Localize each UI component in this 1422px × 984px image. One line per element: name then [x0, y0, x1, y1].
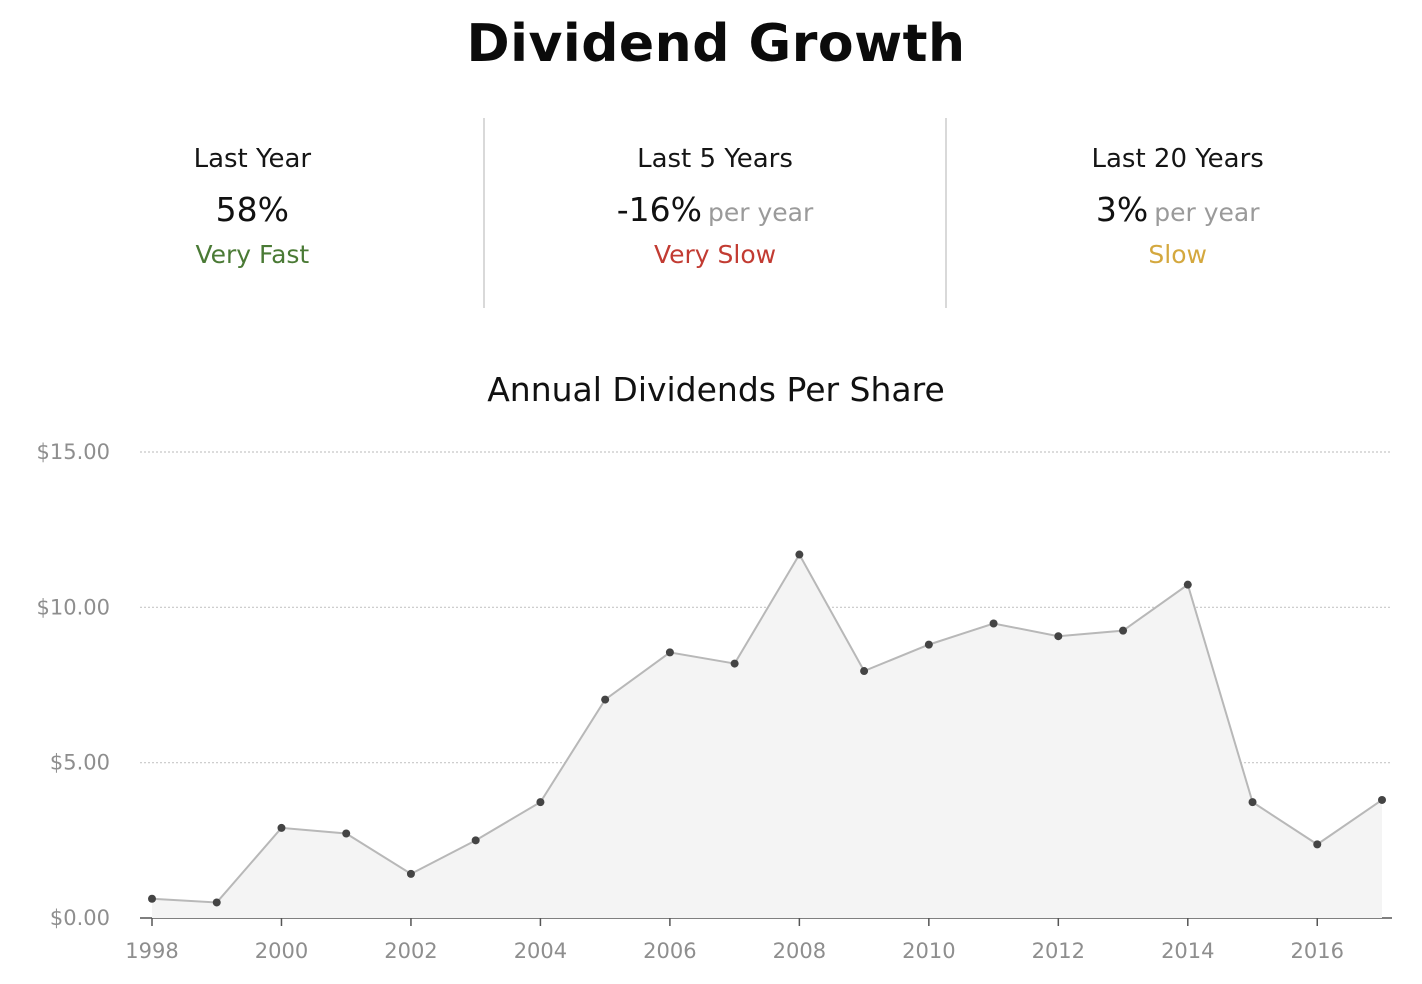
stat-value: -16% [616, 190, 703, 229]
x-tick-label: 2016 [1291, 939, 1344, 963]
data-point [665, 648, 674, 657]
x-tick-label: 2012 [1032, 939, 1085, 963]
data-point [148, 894, 156, 903]
x-tick-label: 2004 [514, 939, 567, 963]
stat-value-row: 3% per year [947, 188, 1408, 232]
stat-rating: Slow [1148, 240, 1207, 269]
stat-value-row: -16% per year [485, 188, 946, 232]
stat-rating: Very Fast [195, 240, 310, 269]
area-fill [152, 554, 1382, 918]
growth-stats: Last Year 58% Very Fast Last 5 Years -16… [22, 118, 1408, 308]
x-tick-label: 2000 [255, 939, 308, 963]
data-point [1248, 798, 1257, 807]
series-line [151, 552, 1383, 904]
chart-title: Annual Dividends Per Share [487, 370, 945, 409]
stat-label: Last 5 Years [637, 144, 793, 174]
x-tick-label: 2014 [1161, 939, 1214, 963]
stat-suffix: per year [1154, 198, 1260, 227]
data-point [1119, 626, 1128, 635]
y-tick-label: $10.00 [37, 595, 110, 619]
x-tick-label: 2006 [643, 939, 696, 963]
x-tick-label: 2002 [384, 939, 437, 963]
stat-label: Last Year [193, 144, 312, 174]
stat-last-20-years: Last 20 Years 3% per year Slow [945, 118, 1408, 308]
y-tick-label: $5.00 [50, 751, 110, 775]
data-point [536, 798, 545, 807]
label-layer: $0.00 $5.00 $10.00 $15.00 1998 2000 2002 2004 20… [37, 440, 1344, 963]
stat-suffix: per year [708, 198, 814, 227]
point-layer [148, 550, 1386, 907]
y-tick-label: $15.00 [37, 440, 110, 464]
y-tick-label: $0.00 [50, 906, 110, 930]
data-point [924, 640, 933, 649]
data-point [1313, 840, 1322, 849]
x-tick-label: 2010 [902, 939, 955, 963]
data-point [406, 869, 415, 878]
data-point [212, 898, 221, 907]
x-tick-label: 2008 [773, 939, 826, 963]
data-point [277, 823, 286, 832]
stat-label: Last 20 Years [1091, 144, 1264, 174]
data-point [989, 619, 998, 628]
data-point [1378, 795, 1386, 804]
stat-rating: Very Slow [653, 240, 777, 269]
data-point [601, 695, 610, 704]
data-point [1054, 632, 1063, 641]
data-point [342, 829, 351, 838]
page-title: Dividend Growth [466, 14, 966, 74]
x-tick-label: 1998 [125, 939, 178, 963]
area-layer [151, 552, 1383, 918]
data-point [860, 667, 869, 676]
stat-last-5-years: Last 5 Years -16% per year Very Slow [482, 118, 946, 308]
stat-value: 3% [1095, 190, 1149, 229]
grid-layer [140, 451, 1392, 926]
stat-value-row: 58% [22, 188, 483, 232]
data-point [730, 659, 739, 668]
data-point [1183, 580, 1192, 589]
stat-last-year: Last Year 58% Very Fast [22, 118, 483, 308]
data-point [471, 836, 480, 845]
data-point [795, 550, 804, 559]
stat-value: 58% [215, 190, 290, 229]
